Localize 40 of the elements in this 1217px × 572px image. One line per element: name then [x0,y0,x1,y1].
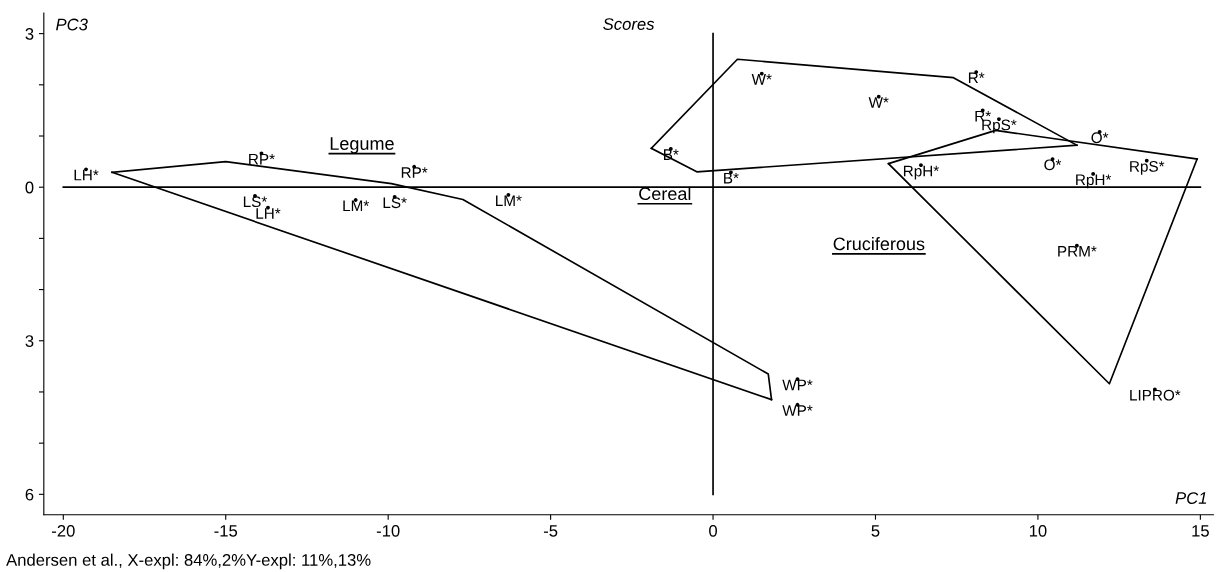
chart-title: Scores [603,18,655,30]
annotation: Cruciferous [833,237,925,251]
data-label: LH* [256,208,281,219]
data-label: W* [868,97,889,108]
x-tick-label: -10 [376,524,400,537]
data-label: LM* [496,195,522,206]
data-label: RpS* [1130,160,1165,175]
data-label: PRM* [1058,246,1097,257]
x-tick-label: -15 [214,525,238,537]
data-label: WP* [782,405,813,416]
x-tick-label: 0 [709,524,718,537]
x-tick-label: 5 [871,525,880,537]
x-tick-label: -20 [52,524,75,537]
y-tick-label: 3 [25,335,34,347]
x-axis-title: PC1 [1175,492,1207,504]
data-label: RP* [401,167,428,178]
data-label: RpH* [903,165,939,180]
text: Andersen et al., X-expl: 84%,2%Y-expl: 11%,13% [6,553,371,570]
x-tick-label: -5 [543,525,558,537]
data-label: LM* [343,200,370,212]
data-label: WP* [782,379,813,391]
data-label: B* [724,172,739,184]
x-tick-label: 15 [1192,525,1209,537]
data-label: RP* [249,153,275,165]
data-label: LIPRO* [1130,389,1181,401]
data-label: R* [968,72,985,84]
data-label: LS* [243,196,268,208]
data-label: W* [751,74,772,85]
x-tick-label: 10 [1029,524,1047,537]
data-label: O* [1091,132,1109,144]
data-label: O* [1044,159,1062,171]
y-axis-title: PC3 [56,18,88,31]
y-tick-label: 3 [25,28,34,40]
annotation: Legume [330,137,394,154]
y-tick-label: 0 [25,181,34,194]
data-label: LS* [383,197,407,209]
y-tick-label: 6 [25,488,34,501]
annotation: Cereal [639,186,691,201]
data-label: RpH* [1076,174,1112,189]
data-label: LH* [74,169,99,181]
